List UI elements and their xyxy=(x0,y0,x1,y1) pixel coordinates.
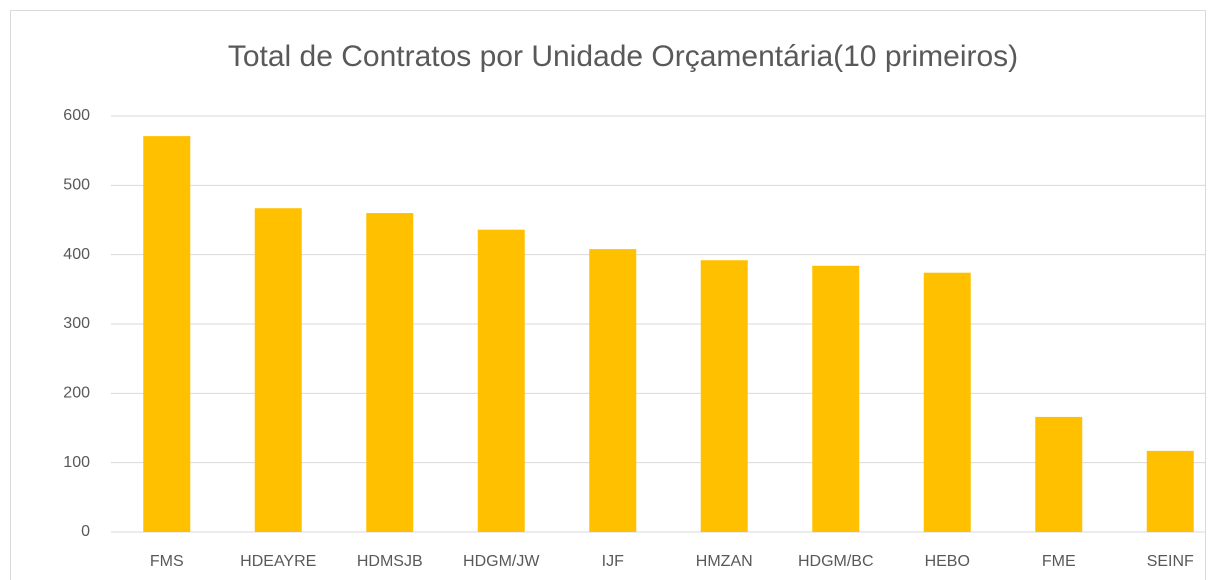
y-tick-label: 0 xyxy=(81,523,90,540)
y-tick-label: 200 xyxy=(63,385,90,402)
bar xyxy=(700,260,748,532)
bar xyxy=(1035,416,1083,532)
x-tick-label: HMZAN xyxy=(696,553,753,570)
y-tick-label: 100 xyxy=(63,454,90,471)
bar xyxy=(254,208,302,533)
x-tick-label: FME xyxy=(1042,553,1076,570)
x-tick-label: HDMSJB xyxy=(357,553,423,570)
x-tick-label: HDGM/BC xyxy=(798,553,874,570)
bar xyxy=(477,229,525,532)
bar xyxy=(1146,450,1194,532)
y-tick-label: 400 xyxy=(63,246,90,263)
x-tick-label: HDEAYRE xyxy=(240,553,316,570)
x-tick-label: IJF xyxy=(602,553,624,570)
bar xyxy=(589,249,637,532)
bar xyxy=(143,136,191,532)
x-tick-label: FMS xyxy=(150,553,184,570)
y-tick-label: 600 xyxy=(63,107,90,124)
x-tick-label: HDGM/JW xyxy=(463,553,540,570)
chart-title: Total de Contratos por Unidade Orçamentá… xyxy=(228,40,1018,73)
y-tick-label: 500 xyxy=(63,177,90,194)
x-tick-label: SEINF xyxy=(1147,553,1194,570)
y-tick-label: 300 xyxy=(63,315,90,332)
bar xyxy=(812,265,860,532)
bar xyxy=(923,272,971,532)
x-tick-label: HEBO xyxy=(925,553,970,570)
bar xyxy=(366,213,414,533)
